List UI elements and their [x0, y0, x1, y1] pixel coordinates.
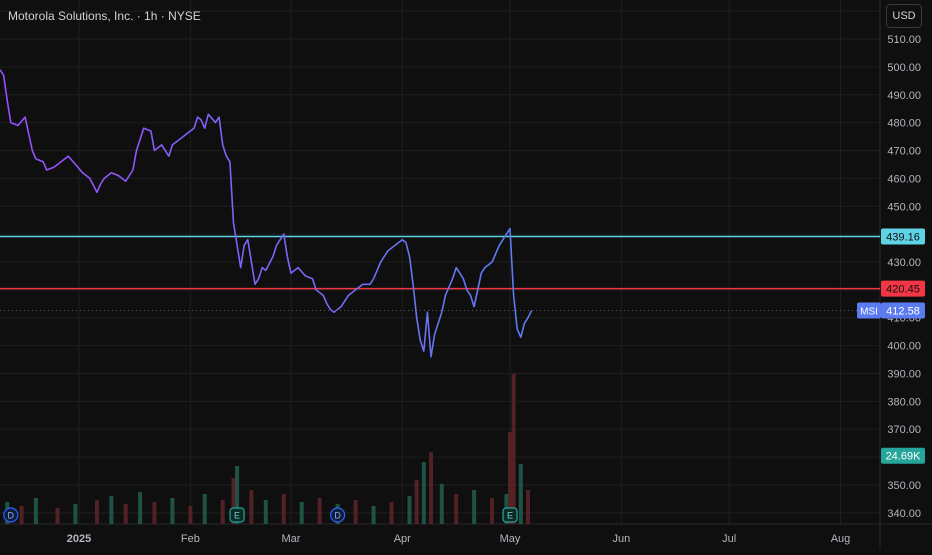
y-tick-label: 350.00 — [887, 480, 921, 492]
chart-title: Motorola Solutions, Inc. · 1h · NYSE — [8, 9, 201, 23]
volume-bar — [152, 502, 157, 524]
volume-bar — [439, 484, 444, 524]
y-tick-label: 510.00 — [887, 34, 921, 46]
resistance-label: 439.16 — [886, 231, 920, 243]
volume-bar — [454, 494, 459, 524]
dividend-marker-icon[interactable] — [330, 507, 346, 523]
resistance-badge — [881, 228, 925, 245]
x-tick-label: May — [500, 533, 521, 545]
volume-bar — [490, 498, 495, 524]
volume-bar — [263, 500, 268, 524]
y-tick-label: 400.00 — [887, 341, 921, 353]
earnings-marker-icon[interactable] — [229, 507, 245, 523]
y-tick-label: 380.00 — [887, 396, 921, 408]
x-tick-label: Aug — [831, 533, 851, 545]
x-tick-label: Feb — [181, 533, 200, 545]
volume-bar — [123, 504, 128, 524]
y-tick-label: 490.00 — [887, 90, 921, 102]
volume-bar — [33, 498, 38, 524]
dividend-marker-label: D — [8, 511, 15, 521]
volume-bar — [518, 464, 523, 524]
last-price-label: 412.58 — [886, 306, 920, 318]
volume-bar — [19, 506, 24, 524]
last-price-badge — [881, 302, 925, 319]
symbol-badge — [857, 302, 881, 319]
currency-button[interactable]: USD — [886, 4, 922, 28]
y-tick-label: 460.00 — [887, 173, 921, 185]
dividend-marker-label: D — [334, 511, 341, 521]
volume-bar — [353, 500, 358, 524]
y-tick-label: 340.00 — [887, 508, 921, 520]
volume-bar — [94, 500, 99, 524]
earnings-marker-label: E — [234, 511, 240, 521]
support-badge — [881, 280, 925, 297]
volume-bar — [249, 490, 254, 524]
y-tick-label: 480.00 — [887, 118, 921, 130]
x-tick-label: Apr — [394, 533, 411, 545]
support-label: 420.45 — [886, 284, 920, 296]
volume-bar — [231, 478, 236, 524]
volume-bar — [508, 432, 513, 524]
y-tick-label: 390.00 — [887, 368, 921, 380]
y-tick-label: 370.00 — [887, 424, 921, 436]
x-tick-label: Jun — [613, 533, 631, 545]
volume-badge — [881, 447, 925, 464]
volume-bar — [55, 508, 60, 524]
volume-bar — [281, 494, 286, 524]
x-tick-label: 2025 — [67, 533, 91, 545]
volume-bar — [220, 500, 225, 524]
volume-bar — [429, 452, 434, 524]
x-tick-label: Jul — [722, 533, 736, 545]
volume-bar — [188, 506, 193, 524]
dividend-marker-icon[interactable] — [3, 507, 19, 523]
symbol-label: MSI — [860, 307, 878, 318]
volume-bar — [389, 502, 394, 524]
volume-bar — [73, 504, 78, 524]
volume-bar — [235, 466, 240, 524]
volume-bar — [407, 496, 412, 524]
y-tick-label: 500.00 — [887, 62, 921, 74]
y-tick-label: 450.00 — [887, 201, 921, 213]
volume-bar — [170, 498, 175, 524]
volume-badge-label: 24.69K — [886, 451, 922, 463]
y-tick-label: 430.00 — [887, 257, 921, 269]
y-tick-label: 470.00 — [887, 146, 921, 158]
volume-bar — [526, 490, 530, 524]
volume-bar — [299, 502, 304, 524]
volume-bar — [414, 480, 419, 524]
volume-bar — [202, 494, 207, 524]
x-tick-label: Mar — [281, 533, 300, 545]
earnings-marker-icon[interactable] — [502, 507, 518, 523]
volume-bar — [317, 498, 322, 524]
price-line — [0, 69, 533, 358]
volume-bar — [109, 496, 114, 524]
volume-bar — [511, 374, 516, 524]
volume-bar — [138, 492, 143, 524]
earnings-marker-label: E — [507, 511, 513, 521]
volume-bar — [421, 462, 426, 524]
volume-bar — [472, 490, 477, 524]
volume-bar — [371, 506, 376, 524]
